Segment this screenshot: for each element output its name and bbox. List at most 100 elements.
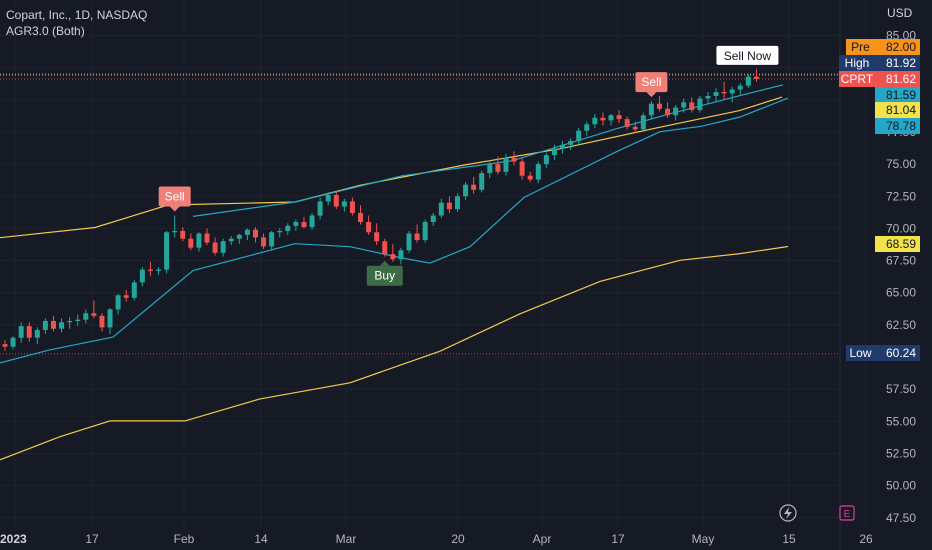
x-tick-label: 17 (611, 532, 625, 546)
candle-body (390, 254, 396, 260)
y-tick-label: 57.50 (886, 382, 916, 396)
candle-body (713, 92, 719, 96)
candle-body (83, 313, 89, 320)
price-badge-value: 81.92 (886, 56, 916, 70)
candle-body (422, 221, 428, 240)
candle-body (341, 201, 347, 207)
symbol-title: Copart, Inc., 1D, NASDAQ (6, 8, 148, 22)
candle-body (705, 95, 711, 99)
candle-body (454, 196, 460, 210)
candle-body (568, 140, 574, 145)
candle-body (99, 315, 105, 328)
candle-body (584, 124, 590, 131)
candle-body (665, 108, 671, 116)
earnings-e-icon[interactable] (839, 505, 855, 521)
candle-body (479, 173, 485, 190)
candle-body (487, 164, 493, 174)
candle-body (196, 233, 202, 248)
sell-now-label: Sell Now (724, 49, 772, 63)
sell-now-tag (716, 45, 779, 65)
candle-body (228, 238, 234, 242)
candle-body (689, 102, 695, 111)
price-badge-value: 81.59 (886, 88, 916, 102)
candle-body (632, 126, 638, 130)
candle-body (398, 250, 404, 260)
candle-body (42, 320, 48, 330)
candle-body (172, 230, 178, 233)
candle-body (592, 117, 598, 125)
price-badge-value: 81.62 (886, 72, 916, 86)
currency-label: USD (887, 6, 913, 20)
candle-body (107, 309, 113, 328)
x-tick-label: 2023 (0, 532, 27, 546)
candle-body (333, 194, 339, 207)
candle-body (2, 344, 8, 347)
price-badge-value-box (875, 345, 920, 361)
candle-body (721, 92, 727, 94)
candle-body (463, 184, 469, 197)
x-tick-label: Feb (174, 532, 195, 546)
price-badge-label-box (839, 55, 875, 71)
candle-body (527, 175, 533, 180)
price-badge-label: Pre (851, 40, 870, 54)
candle-body (737, 85, 743, 90)
earnings-icon-box (839, 505, 855, 521)
candle-body (656, 103, 662, 109)
y-tick-label: 67.50 (886, 254, 916, 268)
sell-tag (635, 72, 668, 93)
bollinger-lower-line (0, 97, 789, 364)
buy-tag-label: Buy (374, 269, 395, 283)
candle-body (366, 221, 372, 233)
price-badge-value-box (875, 236, 920, 252)
candle-body (301, 221, 307, 228)
price-badge-value: 60.24 (886, 346, 916, 360)
candle-body (50, 320, 56, 329)
sell-tag (158, 186, 191, 207)
candle-body (374, 232, 380, 242)
candle-body (745, 76, 751, 86)
candle-body (349, 201, 355, 213)
candle-body (244, 229, 250, 235)
x-tick-label: 20 (451, 532, 465, 546)
candle-body (212, 242, 218, 253)
dividend-lightning-icon[interactable] (779, 504, 797, 522)
candle-body (495, 164, 501, 172)
candle-body (560, 144, 566, 149)
candle-body (414, 233, 420, 240)
candle-body (309, 215, 315, 228)
buy-tag-pointer (379, 260, 390, 266)
x-tick-label: Mar (336, 532, 357, 546)
candle-body (164, 232, 170, 270)
price-badge-value-box (875, 87, 920, 103)
candle-body (131, 282, 137, 298)
candle-body (325, 194, 331, 202)
candle-body (59, 322, 65, 329)
candle-body (406, 233, 412, 251)
candle-body (75, 319, 81, 321)
price-badge-label: High (845, 56, 870, 70)
ma-upper-line (0, 96, 783, 239)
candle-body (236, 234, 242, 239)
y-tick-label: 55.00 (886, 414, 916, 428)
candle-body (180, 230, 186, 239)
candle-body (640, 115, 646, 130)
candle-body (261, 237, 267, 247)
candle-body (681, 102, 687, 108)
candle-body (503, 157, 509, 172)
candle-body (115, 295, 121, 310)
price-badge-value-box (875, 71, 920, 87)
candle-body (123, 295, 129, 298)
candle-body (269, 232, 275, 247)
candle-body (753, 76, 759, 79)
y-tick-label: 75.00 (886, 157, 916, 171)
price-badge-label-box (846, 345, 875, 361)
y-tick-label: 72.50 (886, 189, 916, 203)
candle-body (616, 115, 622, 120)
candle-body (34, 329, 40, 338)
lightning-icon-bolt (784, 507, 792, 519)
candle-body (382, 241, 388, 255)
price-badge-value-box (875, 102, 920, 118)
candle-body (535, 164, 541, 180)
